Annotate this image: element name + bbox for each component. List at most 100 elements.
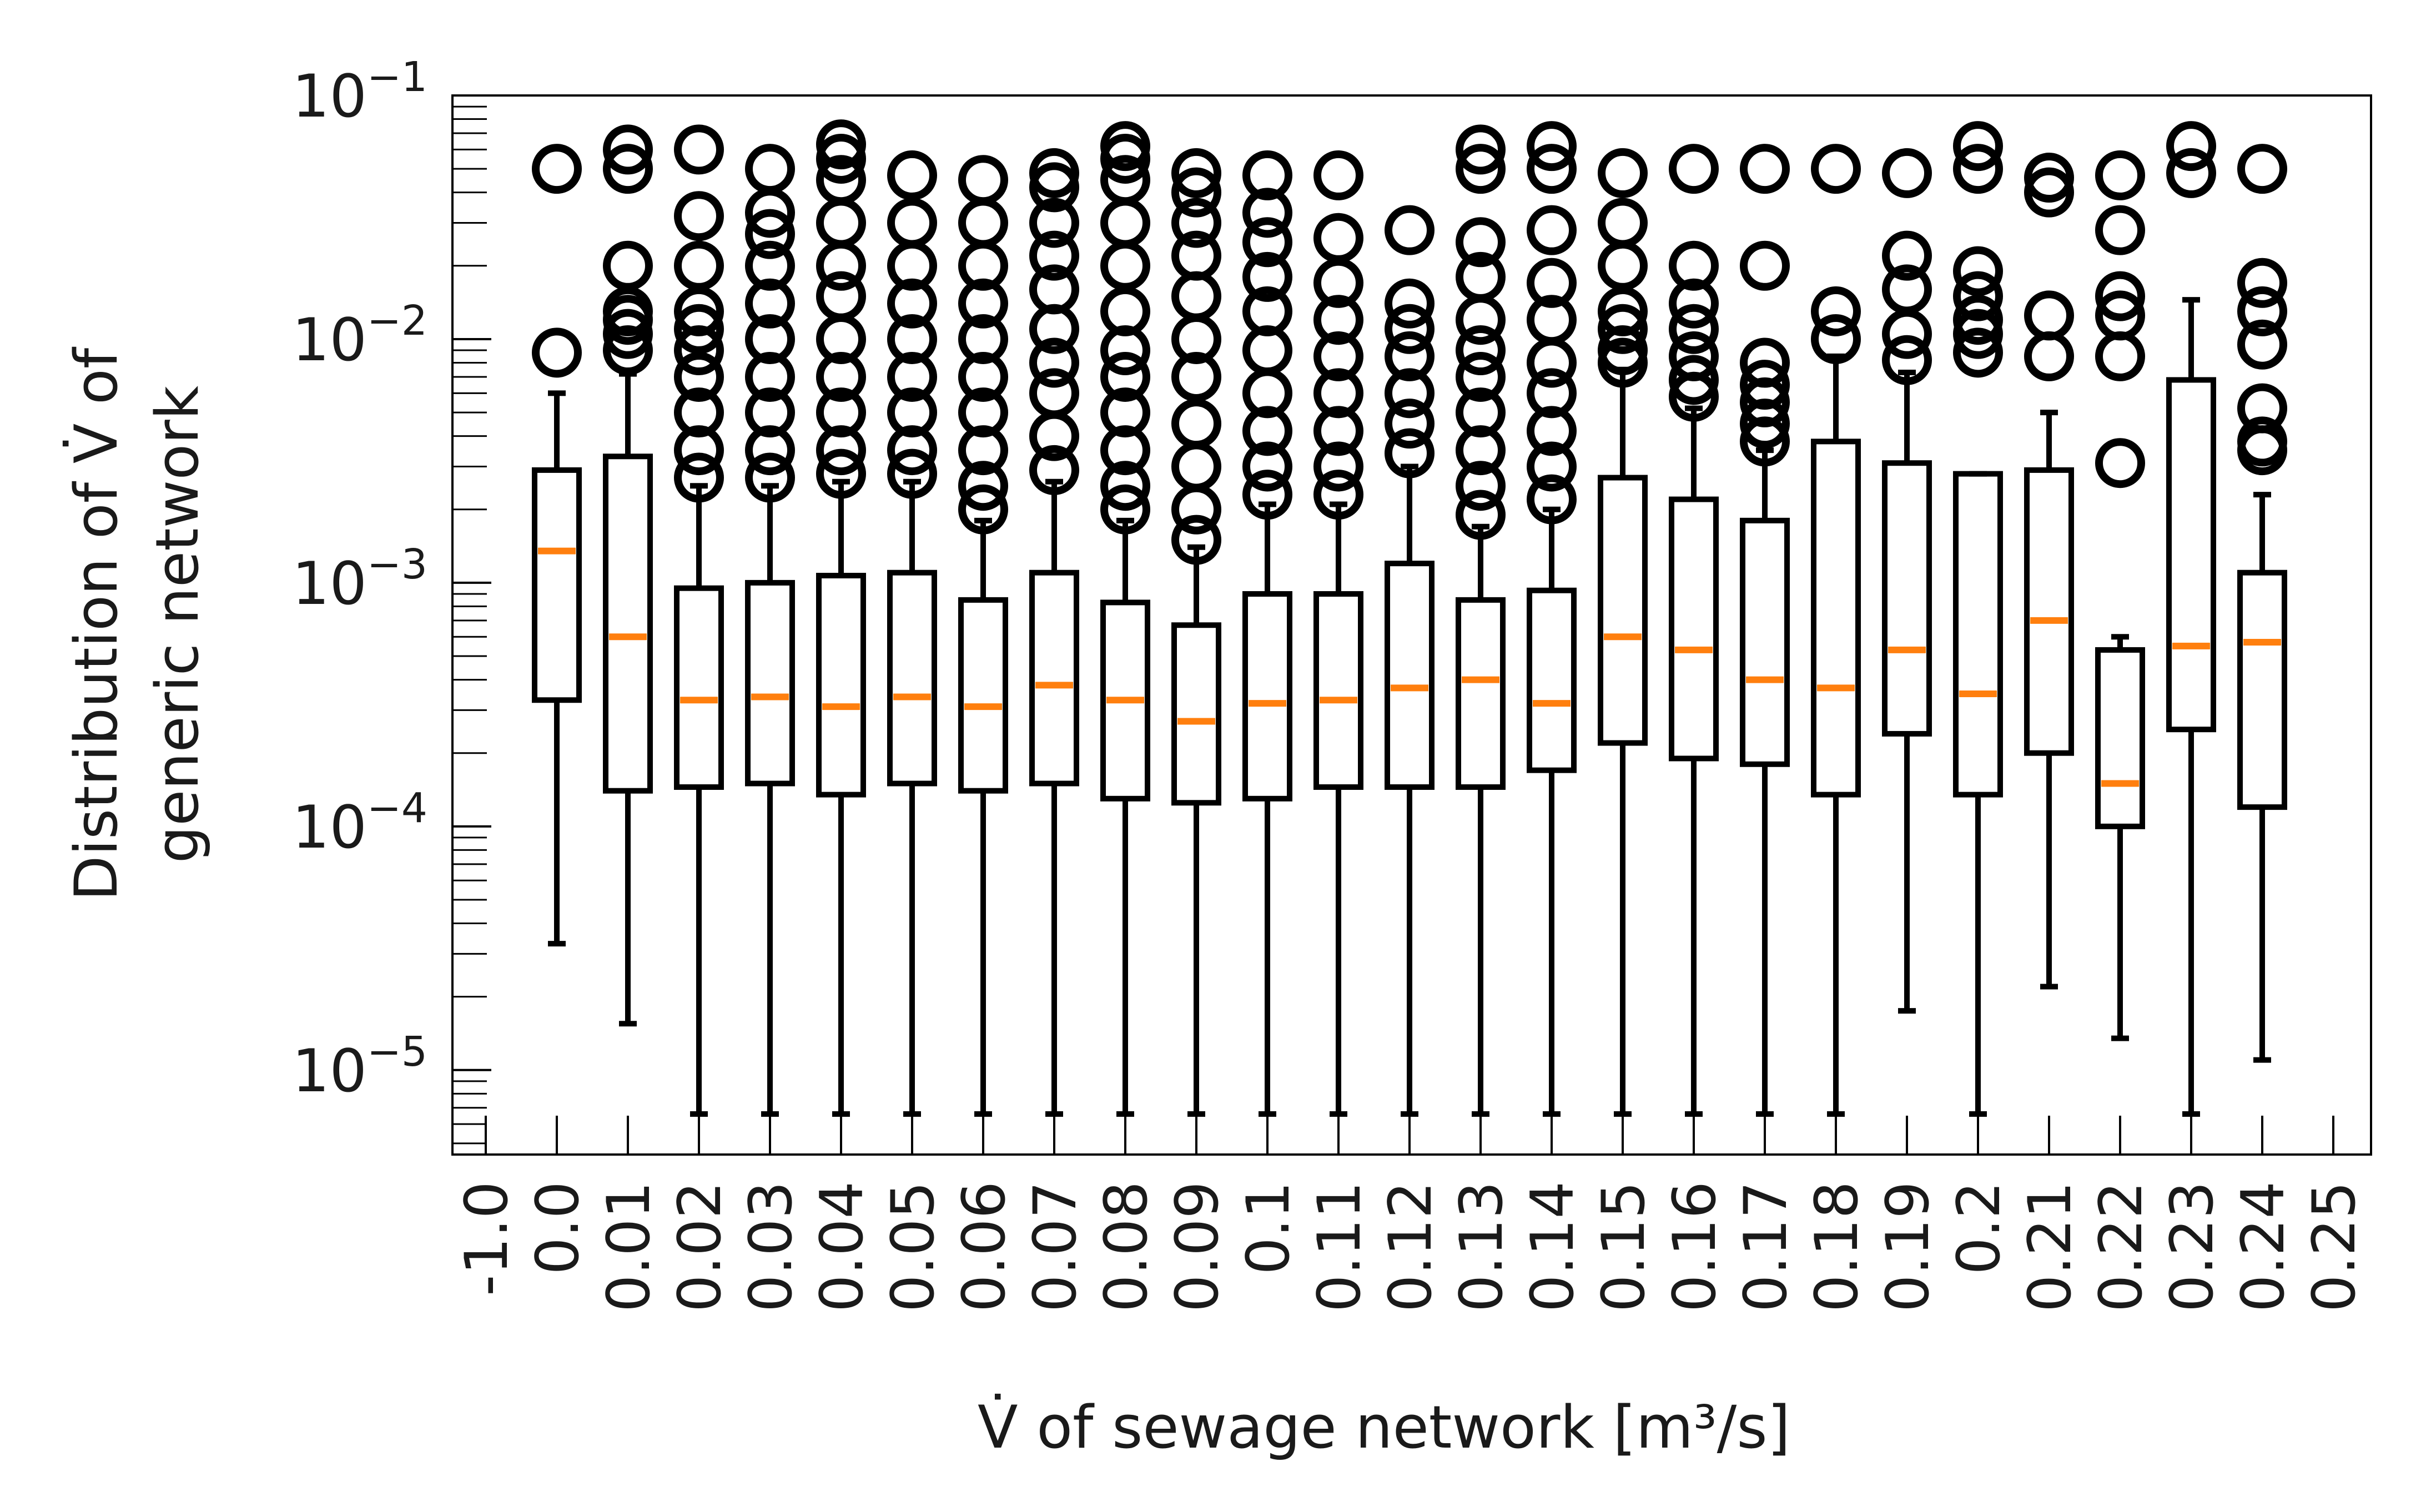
flier-point	[1029, 337, 1079, 388]
box-0.01	[603, 124, 653, 1027]
y-tick-label: 10−2	[292, 297, 427, 374]
x-tick-label: 0.25	[2300, 1181, 2368, 1312]
flier-point	[1385, 428, 1435, 478]
iqr-box	[2024, 467, 2074, 756]
iqr-box	[2237, 569, 2287, 810]
box-0.17	[1740, 144, 1790, 1117]
box-0.21	[2024, 153, 2074, 990]
flier-point	[1242, 441, 1292, 492]
flier-point	[1100, 484, 1150, 535]
x-tick-label: 0.13	[1447, 1181, 1516, 1312]
box-0.07	[1029, 148, 1079, 1117]
flier-point	[1740, 360, 1790, 410]
box-0.05	[887, 150, 937, 1117]
flier-point	[603, 240, 653, 291]
y-tick-label-base: 10	[292, 306, 367, 374]
flier-point	[816, 387, 866, 438]
flier-point	[887, 198, 937, 248]
x-tick-label: 0.02	[666, 1181, 734, 1312]
x-axis-label: V̇ of sewage network [m³/s]	[978, 1393, 1790, 1461]
flier-point	[1100, 425, 1150, 476]
y-tick-label-base: 10	[292, 793, 367, 861]
flier-point	[745, 425, 795, 476]
flier-point	[745, 387, 795, 438]
iqr-box	[2095, 647, 2145, 829]
flier-point	[1100, 121, 1150, 172]
flier-point	[532, 144, 582, 194]
flier-point	[1242, 188, 1292, 238]
x-tick-label: 0.16	[1660, 1181, 1729, 1312]
flier-point	[958, 351, 1008, 402]
flier-point	[887, 351, 937, 402]
flier-point	[745, 240, 795, 291]
flier-point	[2095, 150, 2145, 200]
y-axis: 10−510−410−310−210−1	[292, 53, 491, 1145]
flier-point	[1527, 144, 1577, 194]
box-0.18	[1811, 144, 1861, 1117]
flier-point	[1171, 148, 1221, 198]
flier-point	[1669, 278, 1719, 329]
flier-point	[1242, 150, 1292, 200]
flier-point	[958, 387, 1008, 438]
box-0.22	[2095, 150, 2145, 1041]
flier-point	[2237, 416, 2287, 467]
flier-point	[816, 155, 866, 205]
x-axis: -1.0 0.0 0.01 0.02 0.03 0.04 0.05 0.06 0.07 0.08 0…	[452, 1116, 2368, 1312]
flier-point	[1456, 351, 1506, 402]
y-tick-label: 10−4	[292, 784, 427, 861]
iqr-box	[887, 569, 937, 787]
flier-point	[1527, 368, 1577, 419]
x-tick-label: 0.12	[1376, 1181, 1444, 1312]
x-tick-label: 0.1	[1234, 1181, 1302, 1275]
flier-point	[1527, 258, 1577, 308]
flier-point	[1669, 144, 1719, 194]
flier-point	[1385, 304, 1435, 354]
flier-point	[1242, 470, 1292, 520]
flier-point	[1669, 331, 1719, 381]
flier-point	[1385, 205, 1435, 255]
x-tick-label: 0.04	[808, 1181, 876, 1312]
box-0.23	[2166, 121, 2216, 1117]
flier-point	[2166, 121, 2216, 172]
flier-point	[674, 351, 724, 402]
flier-point	[674, 191, 724, 241]
x-tick-label: 0.01	[595, 1181, 663, 1312]
y-tick-label-exponent: −1	[367, 53, 427, 101]
box-0.13	[1456, 124, 1506, 1117]
flier-point	[1527, 295, 1577, 345]
flier-point	[1029, 230, 1079, 281]
flier-point	[1669, 304, 1719, 354]
iqr-box	[1811, 439, 1861, 798]
iqr-box	[1598, 475, 1648, 746]
flier-point	[816, 271, 866, 321]
flier-point	[2237, 258, 2287, 308]
flier-point	[1598, 304, 1648, 354]
flier-point	[1313, 213, 1363, 263]
iqr-box	[1740, 517, 1790, 767]
iqr-box	[532, 467, 582, 703]
box-0.02	[674, 124, 724, 1117]
flier-point	[1385, 368, 1435, 419]
flier-point	[816, 425, 866, 476]
x-tick-label: 0.21	[2016, 1181, 2084, 1312]
flier-point	[1029, 445, 1079, 495]
x-tick-label: 0.06	[950, 1181, 1018, 1312]
x-tick-label: 0.14	[1518, 1181, 1587, 1312]
flier-point	[1100, 351, 1150, 402]
flier-point	[1029, 198, 1079, 248]
y-tick-label-exponent: −4	[367, 784, 427, 832]
x-tick-label: 0.07	[1021, 1181, 1089, 1312]
flier-point	[1456, 144, 1506, 194]
iqr-box	[1882, 460, 1932, 737]
flier-point	[1811, 144, 1861, 194]
flier-point	[1527, 441, 1577, 492]
flier-point	[1171, 399, 1221, 449]
box-0.08	[1100, 121, 1150, 1117]
flier-point	[1100, 155, 1150, 205]
y-axis-label-line2: generic network	[143, 385, 212, 863]
flier-point	[1953, 327, 2003, 378]
box-0.11	[1313, 150, 1363, 1117]
flier-point	[2166, 148, 2216, 198]
x-tick-label: 0.0	[524, 1181, 592, 1275]
